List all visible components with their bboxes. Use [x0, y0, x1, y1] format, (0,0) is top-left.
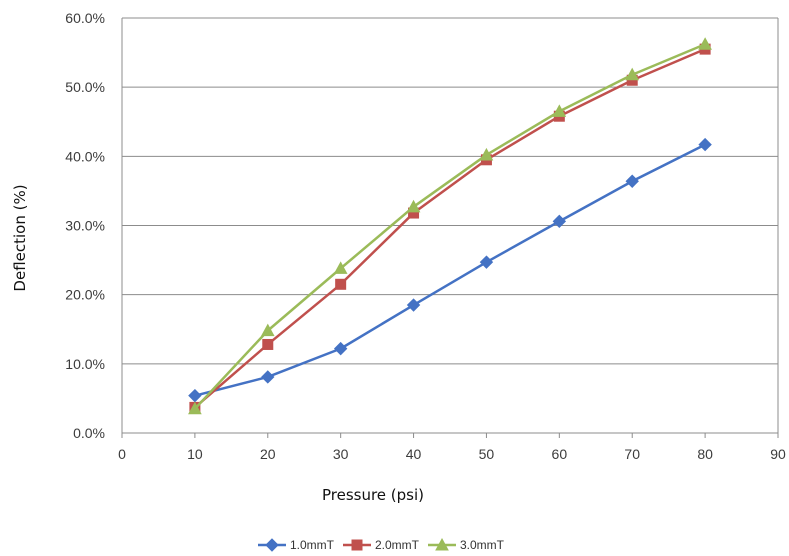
data-point	[479, 255, 494, 269]
x-tick-label: 60	[552, 446, 568, 462]
legend-label: 3.0mmT	[460, 538, 505, 552]
data-point	[335, 278, 347, 290]
legend-item: 3.0mmT	[428, 537, 505, 552]
x-tick-label: 90	[770, 446, 786, 462]
data-point	[406, 199, 421, 213]
legend-marker	[351, 539, 363, 551]
data-point	[479, 147, 494, 161]
y-tick-label: 60.0%	[65, 10, 105, 26]
y-tick-label: 40.0%	[65, 148, 105, 164]
axes	[121, 18, 779, 438]
data-point	[188, 388, 202, 403]
x-tick-label: 30	[333, 446, 349, 462]
legend-item: 1.0mmT	[258, 538, 335, 552]
data-point	[625, 67, 640, 81]
x-axis-title: Pressure (psi)	[322, 486, 424, 504]
gridlines	[122, 17, 778, 365]
x-tick-label: 50	[479, 446, 495, 462]
legend-marker	[435, 537, 449, 551]
y-tick-label: 0.0%	[73, 425, 105, 441]
series-line	[193, 43, 706, 410]
x-tick-label: 80	[697, 446, 713, 462]
data-point	[260, 323, 275, 337]
y-tick-label: 20.0%	[65, 287, 105, 303]
x-tick-label: 0	[118, 446, 126, 462]
data-point	[552, 214, 567, 229]
series-1-0mmt	[188, 137, 712, 403]
data-point	[698, 37, 712, 50]
x-tick-label: 70	[624, 446, 640, 462]
data-point	[261, 370, 275, 384]
x-tick-label: 20	[260, 446, 276, 462]
x-tick-labels: 0 10 20 30 40 50 60 70 80 90	[118, 446, 786, 462]
legend-marker	[265, 538, 279, 552]
x-tick-label: 10	[187, 446, 203, 462]
data-point	[625, 174, 639, 188]
series-3-0mmt	[188, 37, 712, 415]
data-point	[406, 298, 421, 312]
series-line	[194, 47, 706, 409]
legend-label: 2.0mmT	[375, 538, 420, 552]
y-tick-label: 30.0%	[65, 218, 105, 234]
data-point	[262, 338, 274, 350]
data-point	[333, 261, 348, 274]
legend-item: 2.0mmT	[343, 538, 420, 552]
legend: 1.0mmT 2.0mmT 3.0mmT	[258, 537, 505, 552]
series-group	[188, 37, 712, 415]
data-point	[333, 341, 348, 356]
data-point	[552, 104, 567, 117]
data-point	[698, 137, 712, 152]
y-axis-title: Deflection (%)	[11, 184, 29, 291]
y-tick-label: 50.0%	[65, 79, 105, 95]
x-tick-label: 40	[406, 446, 422, 462]
y-tick-labels: 0.0% 10.0% 20.0% 30.0% 40.0% 50.0% 60.0%	[65, 10, 105, 441]
y-tick-label: 10.0%	[65, 356, 105, 372]
series-line	[194, 143, 706, 397]
legend-label: 1.0mmT	[290, 538, 335, 552]
data-point	[188, 401, 202, 415]
